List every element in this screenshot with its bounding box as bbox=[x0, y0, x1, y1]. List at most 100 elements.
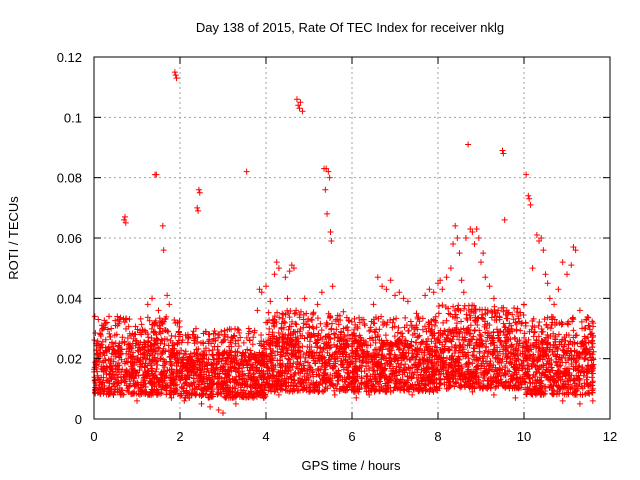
data-point bbox=[98, 374, 105, 381]
x-tick-label: 0 bbox=[90, 429, 97, 444]
data-point bbox=[116, 354, 123, 361]
data-point bbox=[156, 315, 163, 322]
data-point bbox=[130, 335, 137, 342]
data-point bbox=[141, 351, 148, 358]
data-point bbox=[127, 351, 134, 358]
data-point bbox=[168, 332, 175, 339]
data-point bbox=[106, 330, 113, 337]
data-point bbox=[145, 339, 152, 346]
data-point bbox=[159, 318, 166, 325]
data-point bbox=[116, 385, 123, 392]
data-point bbox=[95, 375, 102, 382]
data-point bbox=[129, 358, 136, 365]
data-point bbox=[97, 387, 104, 394]
data-point bbox=[155, 378, 162, 385]
data-point bbox=[176, 318, 183, 325]
data-point bbox=[166, 391, 173, 398]
data-point bbox=[92, 330, 99, 336]
data-point bbox=[144, 352, 151, 359]
y-tick-label: 0.04 bbox=[57, 291, 82, 306]
data-point bbox=[111, 382, 118, 389]
data-point bbox=[162, 360, 169, 367]
data-point bbox=[145, 370, 152, 377]
data-point bbox=[113, 378, 120, 385]
y-axis-label: ROTI / TECUs bbox=[6, 196, 21, 280]
data-point bbox=[124, 359, 131, 366]
data-point bbox=[124, 368, 131, 375]
data-point bbox=[160, 345, 167, 352]
y-tick-label: 0 bbox=[75, 412, 82, 427]
data-point bbox=[111, 347, 118, 354]
data-point bbox=[170, 388, 177, 395]
data-point bbox=[113, 331, 120, 338]
x-tick-label: 10 bbox=[517, 429, 531, 444]
data-point bbox=[115, 342, 122, 349]
data-point bbox=[121, 319, 128, 326]
x-tick-label: 4 bbox=[262, 429, 269, 444]
data-point bbox=[153, 374, 160, 381]
data-point bbox=[102, 320, 109, 327]
data-point bbox=[157, 340, 164, 347]
data-point bbox=[114, 366, 121, 373]
data-point bbox=[99, 338, 106, 345]
data-point bbox=[126, 342, 133, 349]
data-point bbox=[133, 382, 140, 389]
data-point bbox=[152, 358, 159, 365]
data-point bbox=[148, 343, 155, 350]
data-point bbox=[113, 371, 120, 378]
y-tick-label: 0.02 bbox=[57, 352, 82, 367]
data-point bbox=[162, 373, 169, 380]
data-point bbox=[152, 341, 159, 348]
x-tick-label: 8 bbox=[434, 429, 441, 444]
data-point bbox=[141, 374, 148, 381]
data-point bbox=[139, 354, 146, 361]
data-point bbox=[118, 346, 125, 353]
data-point bbox=[203, 361, 210, 368]
data-point bbox=[154, 336, 161, 343]
data-point bbox=[145, 334, 152, 341]
data-point bbox=[168, 366, 175, 373]
data-point bbox=[127, 380, 134, 387]
data-point bbox=[109, 340, 116, 347]
data-point bbox=[157, 383, 164, 390]
data-point bbox=[114, 389, 121, 396]
data-point bbox=[171, 317, 178, 324]
y-tick-label: 0.08 bbox=[57, 171, 82, 186]
data-point bbox=[154, 350, 161, 357]
y-tick-label: 0.06 bbox=[57, 231, 82, 246]
data-point bbox=[167, 358, 174, 365]
data-point bbox=[176, 351, 183, 358]
data-point bbox=[104, 326, 111, 333]
data-point bbox=[169, 351, 176, 358]
data-point bbox=[123, 315, 130, 322]
data-point bbox=[144, 331, 151, 338]
data-point bbox=[122, 378, 129, 385]
data-point bbox=[125, 383, 132, 390]
x-axis-label: GPS time / hours bbox=[302, 458, 401, 473]
data-point bbox=[146, 317, 153, 324]
data-point bbox=[134, 355, 141, 362]
data-point bbox=[107, 390, 114, 397]
data-point bbox=[138, 321, 145, 328]
data-point bbox=[118, 379, 125, 386]
data-point bbox=[154, 322, 161, 329]
data-point bbox=[121, 371, 128, 378]
data-point bbox=[128, 354, 135, 361]
data-point bbox=[149, 365, 156, 372]
data-point bbox=[119, 366, 126, 373]
data-point bbox=[128, 332, 135, 339]
data-point bbox=[99, 379, 106, 386]
data-point bbox=[155, 344, 162, 351]
data-point bbox=[133, 369, 140, 376]
data-point bbox=[173, 350, 180, 357]
data-point bbox=[130, 390, 137, 397]
data-point bbox=[152, 368, 159, 375]
data-point bbox=[154, 362, 161, 369]
data-point bbox=[106, 371, 113, 378]
data-point bbox=[167, 374, 174, 381]
data-point bbox=[104, 345, 111, 352]
data-point bbox=[118, 390, 125, 397]
chart-title: Day 138 of 2015, Rate Of TEC Index for r… bbox=[196, 20, 504, 35]
data-point bbox=[133, 338, 140, 345]
